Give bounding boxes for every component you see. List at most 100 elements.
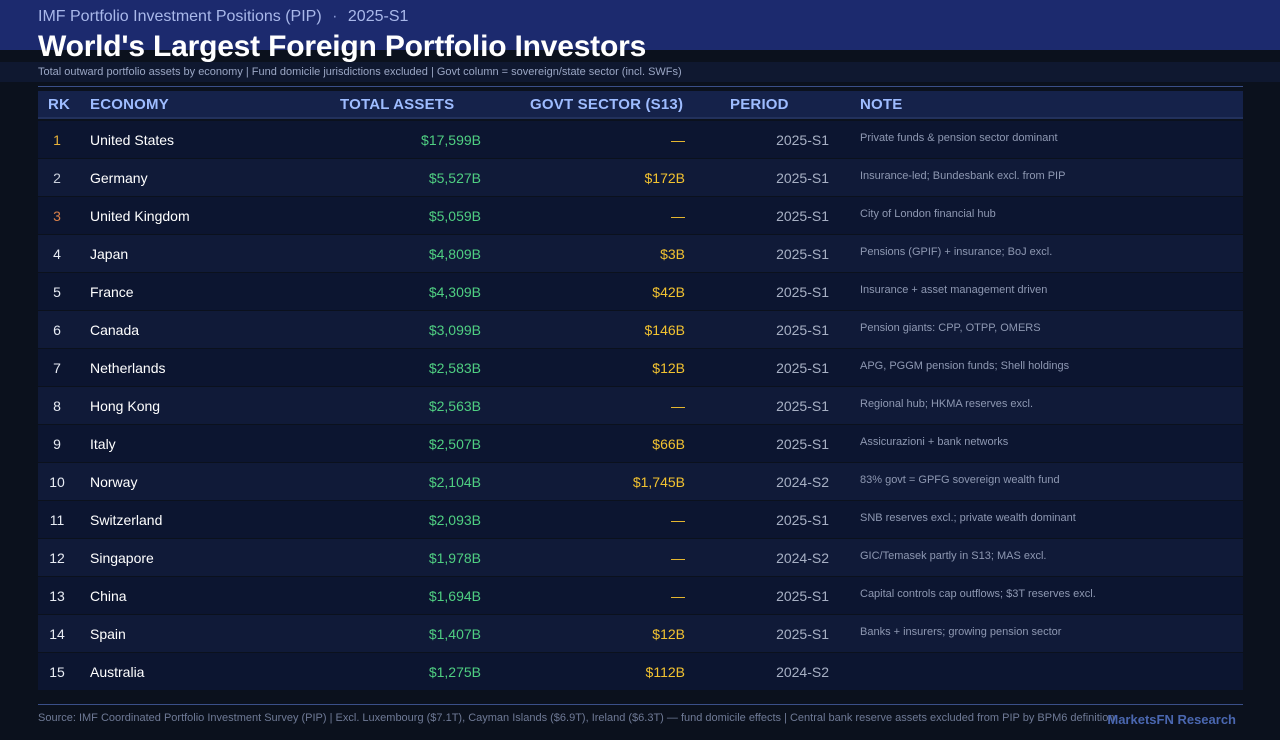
note-cell: Banks + insurers; growing pension sector xyxy=(860,626,1062,638)
total-assets-cell: $2,563B xyxy=(428,398,481,414)
table-row[interactable]: 12 Singapore $1,978B — 2024-S2 GIC/Temasek pa… xyxy=(38,539,1243,577)
total-assets-cell: $5,527B xyxy=(428,170,481,186)
economy-cell: Japan xyxy=(90,246,129,262)
period-cell: 2025-S1 xyxy=(776,246,829,262)
rank-cell: 12 xyxy=(49,550,65,566)
govt-sector-cell: — xyxy=(671,588,685,604)
table-row[interactable]: 13 China $1,694B — 2025-S1 Capital controls c… xyxy=(38,577,1243,615)
govt-sector-cell: $112B xyxy=(645,664,685,680)
table-row[interactable]: 10 Norway $2,104B $1,745B 2024-S2 83% govt = … xyxy=(38,463,1243,501)
table-row[interactable]: 2 Germany $5,527B $172B 2025-S1 Insurance-led… xyxy=(38,159,1243,197)
economy-cell: France xyxy=(90,284,134,300)
note-cell: SNB reserves excl.; private wealth domin… xyxy=(860,512,1076,524)
report-kicker: IMF Portfolio Investment Positions (PIP)… xyxy=(38,8,408,26)
total-assets-cell: $2,093B xyxy=(428,512,481,528)
top-divider xyxy=(38,86,1243,87)
table-row[interactable]: 3 United Kingdom $5,059B — 2025-S1 City of Lo… xyxy=(38,197,1243,235)
govt-sector-cell: — xyxy=(671,398,685,414)
note-cell: Pensions (GPIF) + insurance; BoJ excl. xyxy=(860,246,1053,258)
total-assets-cell: $2,507B xyxy=(428,436,481,452)
rank-cell: 5 xyxy=(53,284,61,300)
page-title: World's Largest Foreign Portfolio Invest… xyxy=(38,30,647,63)
table-row[interactable]: 11 Switzerland $2,093B — 2025-S1 SNB reserves… xyxy=(38,501,1243,539)
table-body: 1 United States $17,599B — 2025-S1 Private fu… xyxy=(38,121,1243,691)
rank-cell: 13 xyxy=(49,588,65,604)
economy-cell: China xyxy=(90,588,127,604)
column-header-total-assets[interactable]: TOTAL ASSETS xyxy=(340,96,455,113)
period-cell: 2025-S1 xyxy=(776,398,829,414)
economy-cell: Australia xyxy=(90,664,145,680)
govt-sector-cell: $1,745B xyxy=(632,474,685,490)
economy-cell: Italy xyxy=(90,436,116,452)
govt-sector-cell: — xyxy=(671,550,685,566)
total-assets-cell: $1,694B xyxy=(428,588,481,604)
table-row[interactable]: 5 France $4,309B $42B 2025-S1 Insurance + ass… xyxy=(38,273,1243,311)
govt-sector-cell: — xyxy=(671,132,685,148)
total-assets-cell: $4,309B xyxy=(428,284,481,300)
rank-cell: 4 xyxy=(53,246,61,262)
period-cell: 2025-S1 xyxy=(776,436,829,452)
header-band xyxy=(0,0,1280,50)
rank-cell: 8 xyxy=(53,398,61,414)
govt-sector-cell: — xyxy=(671,512,685,528)
period-cell: 2025-S1 xyxy=(776,626,829,642)
table-row[interactable]: 15 Australia $1,275B $112B 2024-S2 xyxy=(38,653,1243,691)
table-row[interactable]: 9 Italy $2,507B $66B 2025-S1 Assicurazioni + … xyxy=(38,425,1243,463)
table-row[interactable]: 4 Japan $4,809B $3B 2025-S1 Pensions (GPIF) +… xyxy=(38,235,1243,273)
investors-table: RK ECONOMY TOTAL ASSETS GOVT SECTOR (S13… xyxy=(38,91,1243,691)
total-assets-cell: $3,099B xyxy=(428,322,481,338)
period-cell: 2024-S2 xyxy=(776,550,829,566)
govt-sector-cell: — xyxy=(671,208,685,224)
rank-cell: 10 xyxy=(49,474,65,490)
subtitle-band xyxy=(0,62,1280,82)
economy-cell: Netherlands xyxy=(90,360,166,376)
column-header-period[interactable]: PERIOD xyxy=(730,96,789,113)
economy-cell: Hong Kong xyxy=(90,398,161,414)
rank-cell: 6 xyxy=(53,322,61,338)
note-cell: APG, PGGM pension funds; Shell holdings xyxy=(860,360,1070,372)
rank-cell: 15 xyxy=(49,664,65,680)
total-assets-cell: $2,583B xyxy=(428,360,481,376)
period-cell: 2025-S1 xyxy=(776,208,829,224)
note-cell: Pension giants: CPP, OTPP, OMERS xyxy=(860,322,1041,334)
total-assets-cell: $2,104B xyxy=(428,474,481,490)
govt-sector-cell: $3B xyxy=(660,246,685,262)
table-row[interactable]: 6 Canada $3,099B $146B 2025-S1 Pension giants… xyxy=(38,311,1243,349)
column-header-note[interactable]: NOTE xyxy=(860,96,903,113)
economy-cell: Switzerland xyxy=(90,512,163,528)
source-note: Source: IMF Coordinated Portfolio Invest… xyxy=(38,712,1115,724)
page-subtitle: Total outward portfolio assets by econom… xyxy=(38,66,682,78)
note-cell: City of London financial hub xyxy=(860,208,996,220)
column-header-economy[interactable]: ECONOMY xyxy=(90,96,169,113)
period-cell: 2025-S1 xyxy=(776,588,829,604)
rank-cell: 7 xyxy=(53,360,61,376)
table-row[interactable]: 7 Netherlands $2,583B $12B 2025-S1 APG, PGGM … xyxy=(38,349,1243,387)
bottom-divider xyxy=(38,704,1243,705)
rank-cell: 9 xyxy=(53,436,61,452)
govt-sector-cell: $12B xyxy=(652,626,685,642)
brand-label: MarketsFN Research xyxy=(1107,712,1236,727)
govt-sector-cell: $172B xyxy=(644,170,685,186)
govt-sector-cell: $146B xyxy=(644,322,685,338)
total-assets-cell: $4,809B xyxy=(428,246,481,262)
table-row[interactable]: 8 Hong Kong $2,563B — 2025-S1 Regional hub; H… xyxy=(38,387,1243,425)
table-row[interactable]: 14 Spain $1,407B $12B 2025-S1 Banks + insurer… xyxy=(38,615,1243,653)
note-cell: Insurance + asset management driven xyxy=(860,284,1048,296)
total-assets-cell: $1,275B xyxy=(428,664,481,680)
note-cell: 83% govt = GPFG sovereign wealth fund xyxy=(860,474,1060,486)
govt-sector-cell: $12B xyxy=(652,360,685,376)
period-cell: 2025-S1 xyxy=(776,512,829,528)
note-cell: GIC/Temasek partly in S13; MAS excl. xyxy=(860,550,1047,562)
govt-sector-cell: $66B xyxy=(652,436,685,452)
rank-cell: 1 xyxy=(53,132,61,148)
rank-cell: 2 xyxy=(53,170,61,186)
table-row[interactable]: 1 United States $17,599B — 2025-S1 Private fu… xyxy=(38,121,1243,159)
period-cell: 2025-S1 xyxy=(776,360,829,376)
column-header-govt-sector[interactable]: GOVT SECTOR (S13) xyxy=(530,96,684,113)
column-header-rank[interactable]: RK xyxy=(48,96,71,113)
economy-cell: United States xyxy=(90,132,175,148)
note-cell: Insurance-led; Bundesbank excl. from PIP xyxy=(860,170,1066,182)
note-cell: Regional hub; HKMA reserves excl. xyxy=(860,398,1034,410)
period-cell: 2024-S2 xyxy=(776,474,829,490)
govt-sector-cell: $42B xyxy=(652,284,685,300)
